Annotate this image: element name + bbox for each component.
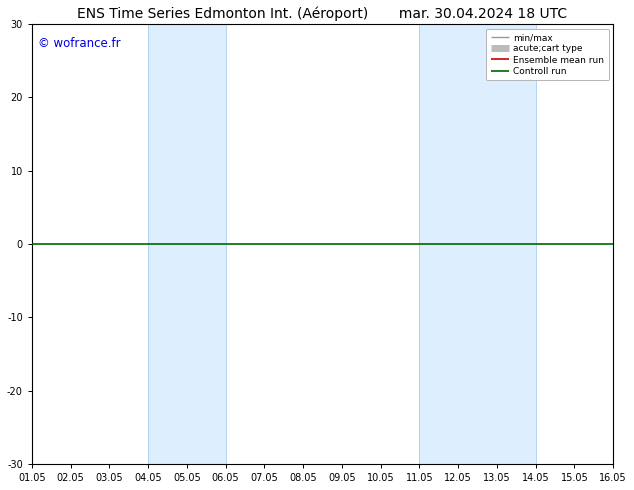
Text: © wofrance.fr: © wofrance.fr bbox=[37, 37, 120, 50]
Title: ENS Time Series Edmonton Int. (Aéroport)       mar. 30.04.2024 18 UTC: ENS Time Series Edmonton Int. (Aéroport)… bbox=[77, 7, 567, 22]
Legend: min/max, acute;cart type, Ensemble mean run, Controll run: min/max, acute;cart type, Ensemble mean … bbox=[486, 28, 609, 80]
Bar bbox=[420, 24, 536, 464]
Bar bbox=[148, 24, 226, 464]
